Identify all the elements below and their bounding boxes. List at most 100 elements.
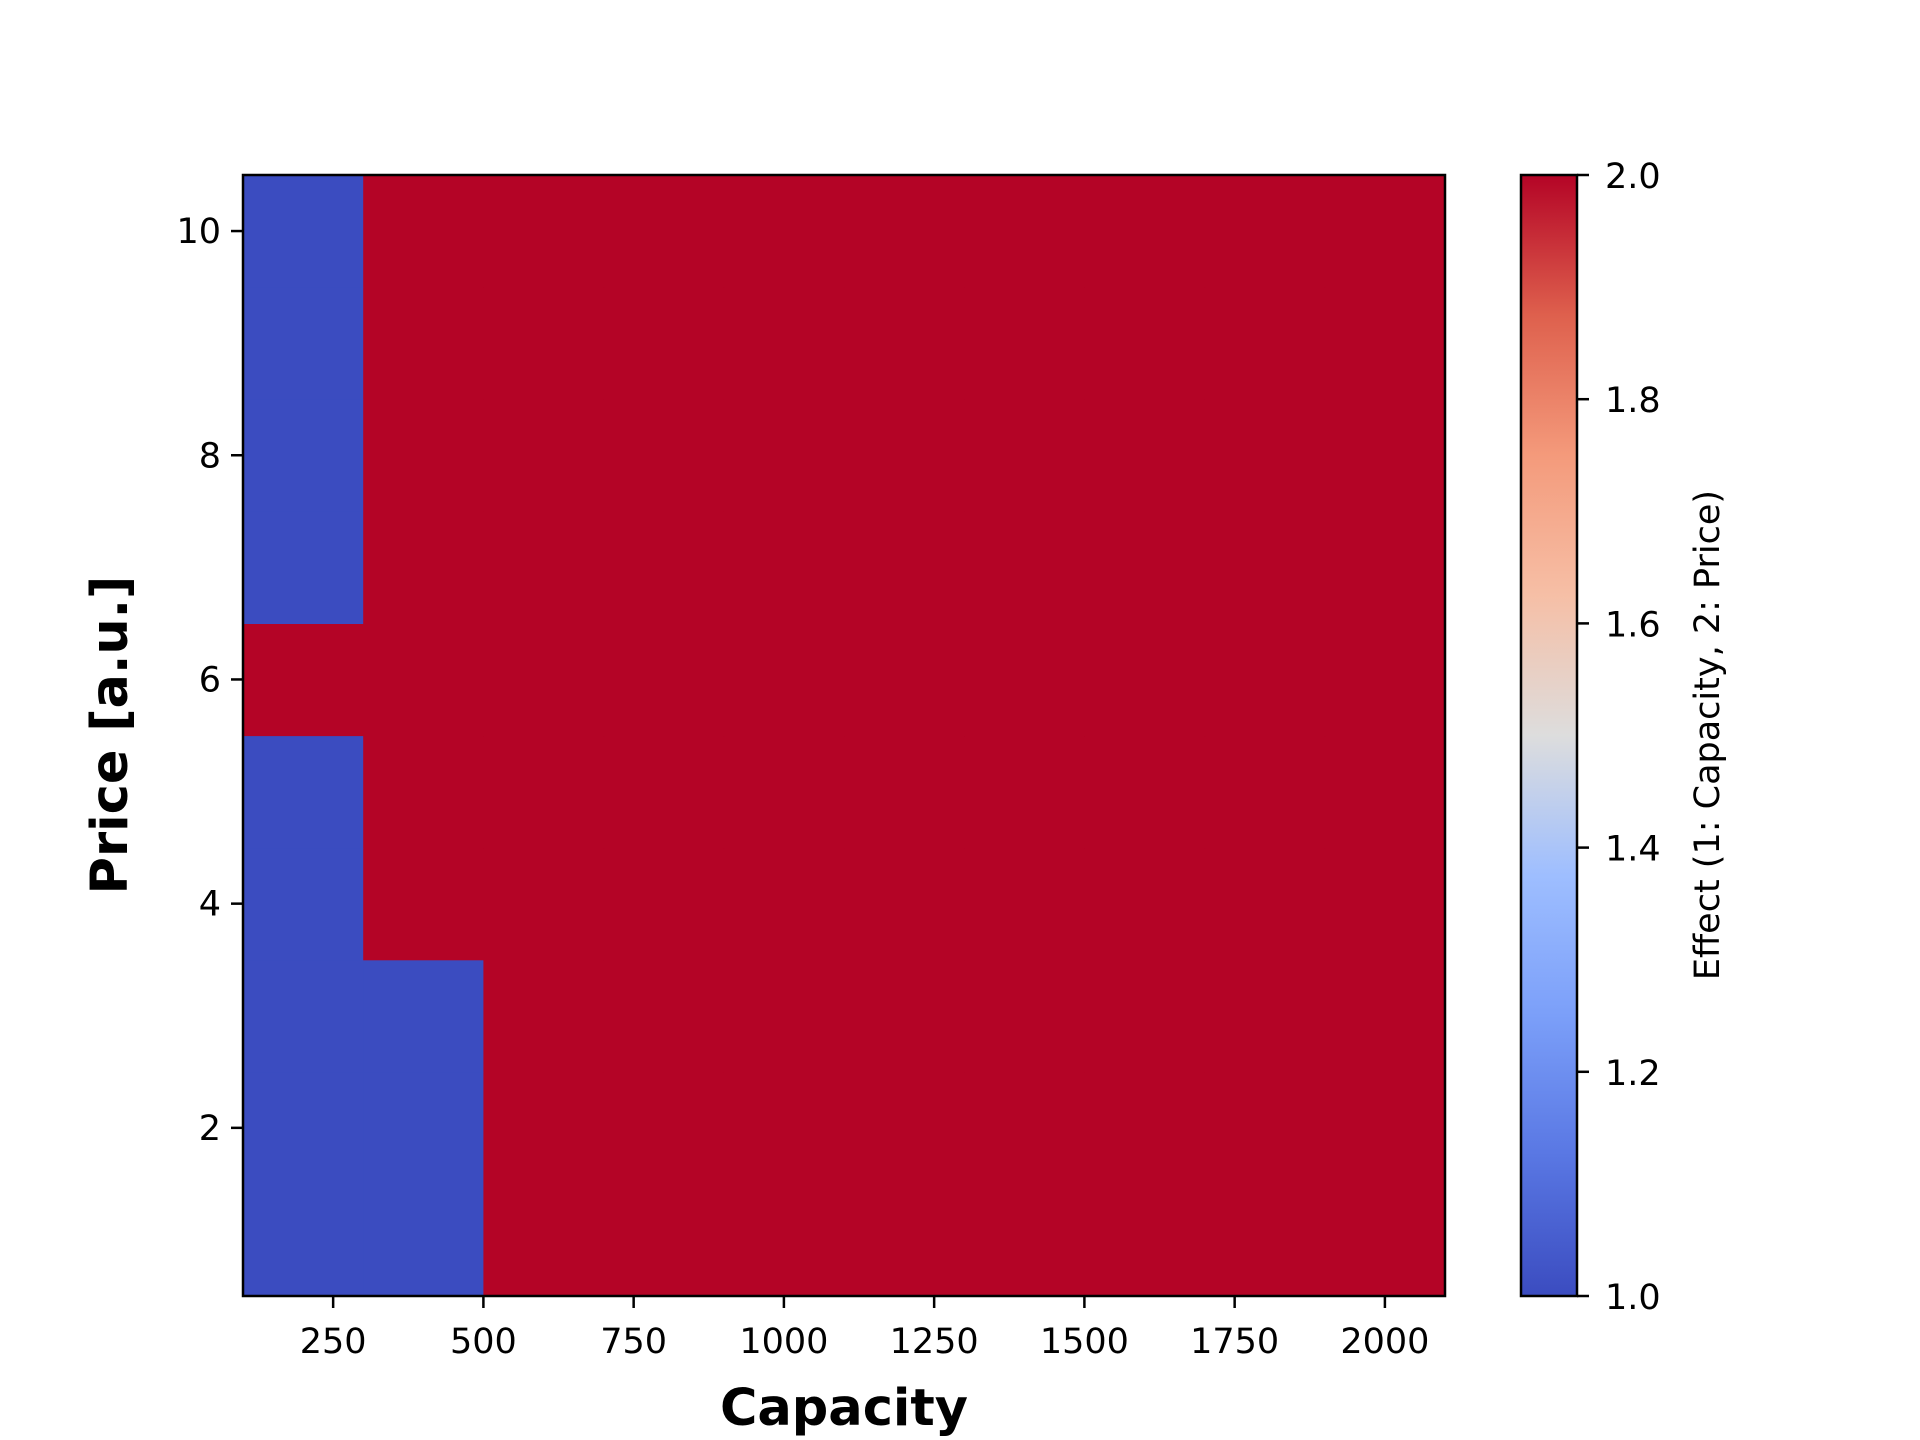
heatmap-cell <box>243 287 364 400</box>
heatmap-cell <box>243 399 364 512</box>
y-axis-title: Price [a.u.] <box>81 576 140 895</box>
heatmap-cell <box>1204 1183 1326 1297</box>
heatmap-cell <box>844 175 965 288</box>
y-tick-label: 4 <box>199 885 221 925</box>
heatmap-cell <box>723 959 845 1073</box>
heatmap-cell <box>483 1183 605 1297</box>
heatmap-cell <box>1204 287 1326 400</box>
x-tick-label: 2000 <box>1340 1322 1429 1362</box>
heatmap-cell <box>1204 1071 1326 1185</box>
heatmap-cell <box>964 847 1085 961</box>
colorbar-ticks: 1.0 1.2 1.4 1.6 1.8 2.0 <box>1577 157 1661 1318</box>
heatmap-cell <box>723 511 845 624</box>
heatmap-cell <box>243 735 364 849</box>
heatmap-cell <box>964 959 1085 1073</box>
heatmap-cell <box>1324 511 1446 624</box>
heatmap-cell <box>1204 847 1326 961</box>
heatmap-cell <box>1204 399 1326 512</box>
x-tick-label: 1750 <box>1190 1322 1279 1362</box>
colorbar-tick-label: 1.8 <box>1605 381 1661 421</box>
heatmap-cell <box>1204 735 1326 849</box>
x-tick-label: 750 <box>600 1322 667 1362</box>
heatmap-cell <box>603 399 725 512</box>
heatmap-cell <box>964 735 1085 849</box>
heatmap-cell <box>1084 399 1206 512</box>
heatmap-cell <box>1084 735 1206 849</box>
y-tick-label: 8 <box>199 436 221 476</box>
heatmap-cell <box>723 175 845 288</box>
heatmap-cell <box>243 847 364 961</box>
heatmap-cell <box>243 175 364 288</box>
heatmap-cell <box>243 1071 364 1185</box>
heatmap-cell <box>363 175 484 288</box>
heatmap-cell <box>1324 623 1446 737</box>
heatmap-cell <box>603 287 725 400</box>
heatmap-cell <box>483 847 605 961</box>
heatmap-cell <box>844 623 965 737</box>
heatmap-cell <box>964 175 1085 288</box>
heatmap-cell <box>363 1183 484 1297</box>
y-axis-ticks: 2 4 6 8 10 <box>176 212 243 1149</box>
heatmap-cell <box>243 1183 364 1297</box>
heatmap-cell <box>723 1071 845 1185</box>
heatmap-cell <box>363 847 484 961</box>
heatmap-cell <box>844 847 965 961</box>
heatmap-cells <box>243 175 1446 1297</box>
heatmap-cell <box>723 847 845 961</box>
x-tick-label: 250 <box>300 1322 367 1362</box>
heatmap-cell <box>1324 175 1446 288</box>
heatmap-cell <box>844 1183 965 1297</box>
heatmap-cell <box>1084 959 1206 1073</box>
heatmap-cell <box>483 1071 605 1185</box>
plot-frame <box>241 173 1447 1298</box>
heatmap-cell <box>964 399 1085 512</box>
heatmap-cell <box>723 735 845 849</box>
heatmap-cell <box>723 623 845 737</box>
heatmap-cell <box>363 735 484 849</box>
heatmap-cell <box>603 959 725 1073</box>
heatmap-cell <box>363 959 484 1073</box>
heatmap-cell <box>243 623 364 737</box>
heatmap-cell <box>243 959 364 1073</box>
heatmap-cell <box>964 1183 1085 1297</box>
heatmap-cell <box>243 511 364 624</box>
colorbar-tick-label: 1.4 <box>1605 830 1661 870</box>
heatmap-cell <box>1324 735 1446 849</box>
heatmap-cell <box>1204 959 1326 1073</box>
heatmap-cell <box>483 511 605 624</box>
heatmap-cell <box>964 511 1085 624</box>
heatmap-cell <box>964 287 1085 400</box>
heatmap-cell <box>363 623 484 737</box>
x-axis-title: Capacity <box>720 1379 968 1438</box>
colorbar-tick-label: 1.6 <box>1605 605 1661 645</box>
colorbar-tick-label: 2.0 <box>1605 157 1661 197</box>
heatmap-cell <box>603 511 725 624</box>
heatmap-cell <box>964 1071 1085 1185</box>
x-tick-label: 1250 <box>890 1322 979 1362</box>
x-tick-label: 500 <box>450 1322 517 1362</box>
heatmap-cell <box>363 1071 484 1185</box>
colorbar <box>1519 173 1579 1298</box>
y-tick-label: 6 <box>199 660 221 700</box>
heatmap-cell <box>844 1071 965 1185</box>
heatmap-cell <box>363 399 484 512</box>
heatmap-cell <box>483 735 605 849</box>
heatmap-cell <box>1084 287 1206 400</box>
heatmap-cell <box>603 1071 725 1185</box>
heatmap-cell <box>1204 623 1326 737</box>
heatmap-cell <box>844 287 965 400</box>
heatmap-cell <box>844 735 965 849</box>
heatmap-cell <box>1324 1071 1446 1185</box>
heatmap-cell <box>723 1183 845 1297</box>
heatmap-cell <box>964 623 1085 737</box>
heatmap-cell <box>723 399 845 512</box>
heatmap-cell <box>1204 175 1326 288</box>
heatmap-cell <box>1084 175 1206 288</box>
heatmap-cell <box>1084 623 1206 737</box>
heatmap-cell <box>1084 511 1206 624</box>
heatmap-cell <box>603 1183 725 1297</box>
y-tick-label: 2 <box>199 1109 221 1149</box>
heatmap-cell <box>1324 399 1446 512</box>
heatmap-cell <box>363 511 484 624</box>
y-tick-label: 10 <box>176 212 221 252</box>
